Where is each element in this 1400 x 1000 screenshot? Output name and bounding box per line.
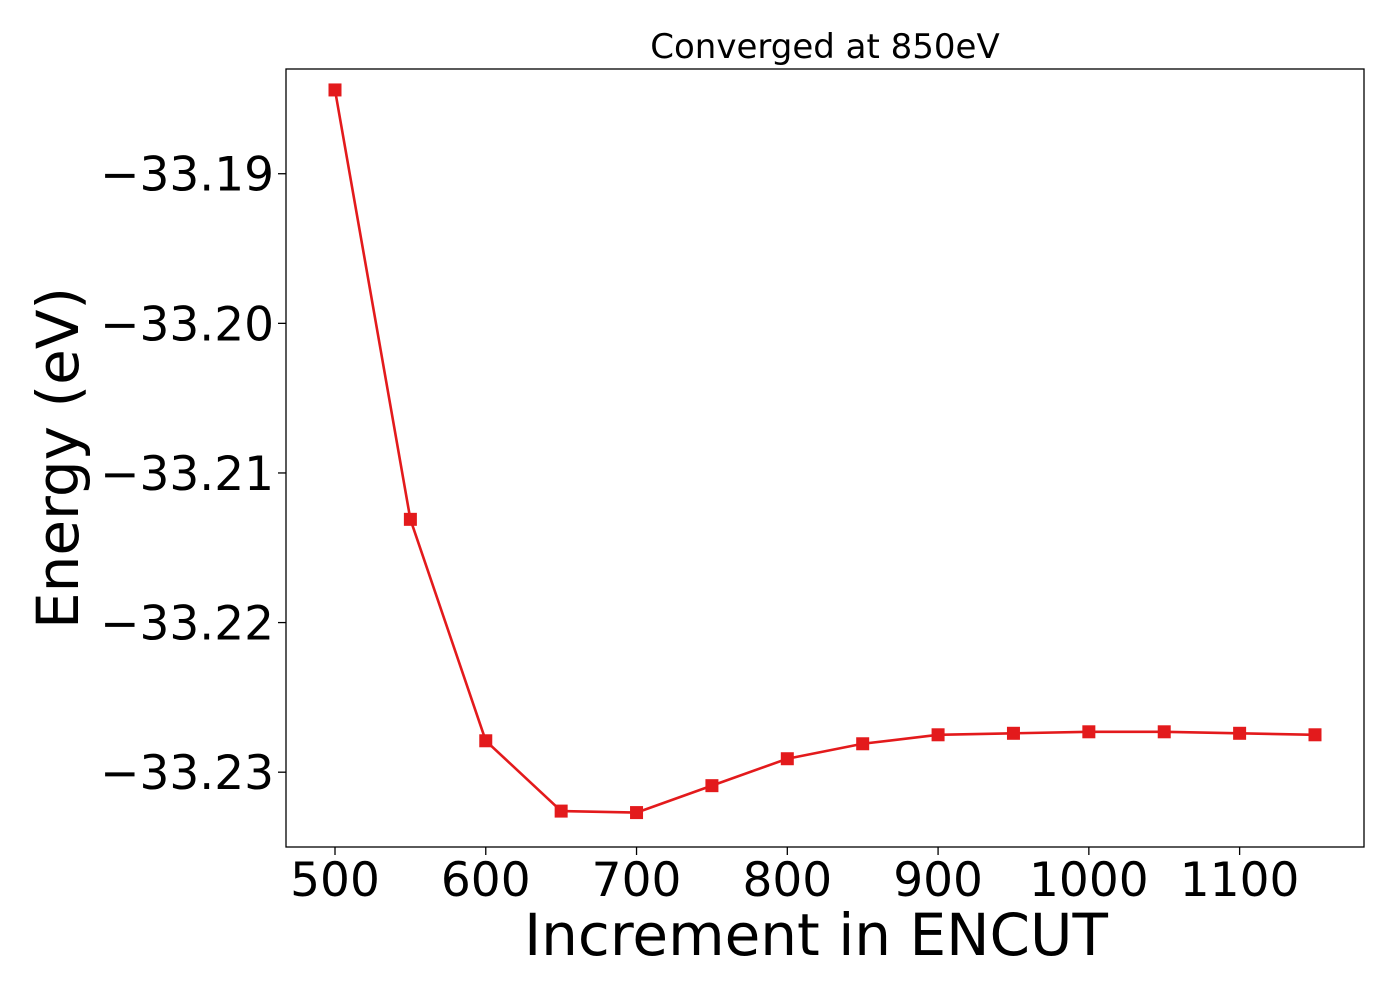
y-tick-label: −33.23 xyxy=(100,746,274,801)
x-tick-label: 600 xyxy=(441,853,531,908)
y-axis-ticks: −33.19 −33.20 −33.21 −33.22 −33.23 xyxy=(100,148,286,801)
data-point-marker xyxy=(479,734,493,748)
y-tick-label: −33.21 xyxy=(100,447,274,502)
data-point-marker xyxy=(705,779,719,793)
data-point-marker xyxy=(1308,728,1322,742)
data-point-marker xyxy=(1006,726,1020,740)
x-tick-label: 1100 xyxy=(1180,853,1300,908)
y-tick-label: −33.22 xyxy=(100,597,274,652)
data-point-marker xyxy=(630,806,644,820)
data-point-marker xyxy=(1157,725,1171,739)
x-axis-label: Increment in ENCUT xyxy=(524,901,1108,969)
plot-frame xyxy=(285,68,1365,848)
chart-title: Converged at 850eV xyxy=(650,27,999,67)
y-tick-label: −33.20 xyxy=(100,297,274,352)
x-tick-label: 800 xyxy=(742,853,832,908)
series-layer xyxy=(328,83,1322,820)
data-point-marker xyxy=(1082,725,1096,739)
x-tick-label: 500 xyxy=(290,853,380,908)
series-line xyxy=(333,89,1316,814)
x-axis-ticks: 500 600 700 800 900 1000 1100 xyxy=(290,847,1299,908)
x-tick-label: 1000 xyxy=(1029,853,1149,908)
x-tick-label: 700 xyxy=(592,853,682,908)
y-axis-label: Energy (eV) xyxy=(24,287,92,629)
data-point-marker xyxy=(931,728,945,742)
x-tick-label: 900 xyxy=(893,853,983,908)
data-point-marker xyxy=(554,804,568,818)
y-tick-label: −33.19 xyxy=(100,148,274,203)
data-point-marker xyxy=(1233,726,1247,740)
data-point-marker xyxy=(403,512,417,526)
data-point-marker xyxy=(328,83,342,97)
data-point-marker xyxy=(780,752,794,766)
data-point-marker xyxy=(856,737,870,751)
